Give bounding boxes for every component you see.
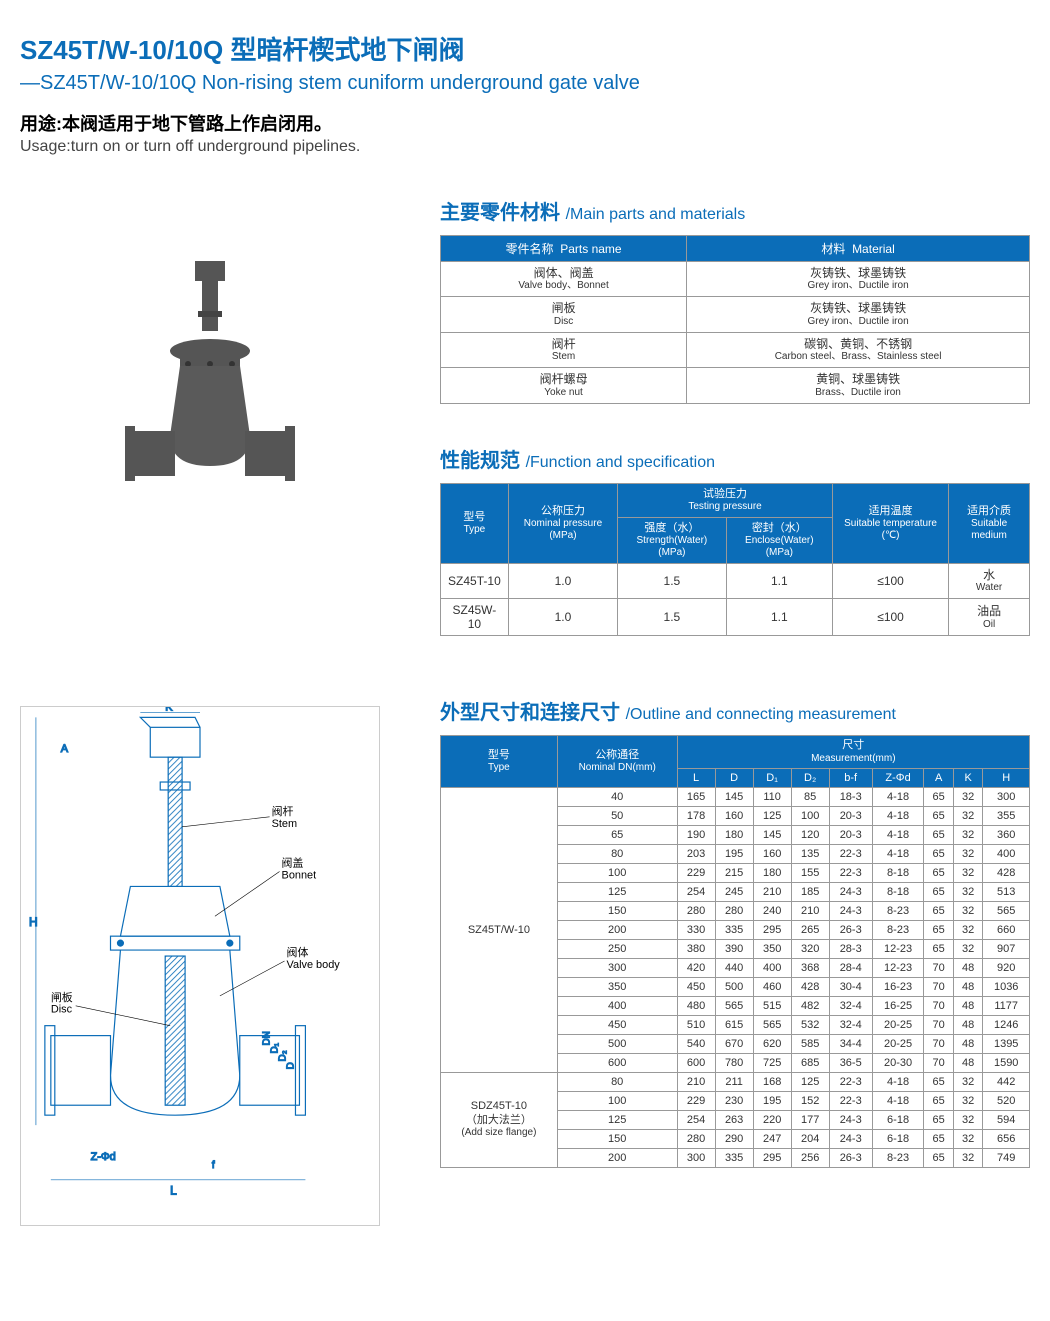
svg-text:Valve body: Valve body xyxy=(287,959,341,971)
dim-col: Z-Φd xyxy=(872,768,924,787)
dimensions-table: 型号Type 公称通径Nominal DN(mm) 尺寸Measurement(… xyxy=(440,735,1030,1167)
dims-title-en: /Outline and connecting measurement xyxy=(626,706,896,723)
page-title: SZ45T/W-10/10Q 型暗杆楔式地下闸阀 xyxy=(20,30,1030,67)
spec-table: 型号Type 公称压力Nominal pressure (MPa) 试验压力Te… xyxy=(440,483,1030,637)
dim-col: L xyxy=(677,768,715,787)
svg-text:阀体: 阀体 xyxy=(287,945,309,959)
table-row: SDZ45T-10（加大法兰）(Add size flange)80210211… xyxy=(441,1072,1030,1091)
table-row: SZ45W-101.01.51.1≤100油品Oil xyxy=(441,599,1030,636)
spec-col-test: 试验压力Testing pressure xyxy=(618,483,833,517)
parts-title-zh: 主要零件材料 xyxy=(440,202,560,224)
dim-col: A xyxy=(924,768,954,787)
spec-title-zh: 性能规范 xyxy=(440,450,520,472)
part-name: 阀体、阀盖Valve body、Bonnet xyxy=(441,262,687,297)
valve-diagram: H K A L Z-Φd f DN D₁ D₂ D 阀杆 Stem 阀盖 Bo xyxy=(20,706,380,1226)
part-material: 灰铸铁、球墨铸铁Grey iron、Ductile iron xyxy=(687,297,1030,332)
parts-title: 主要零件材料 /Main parts and materials xyxy=(440,196,1030,225)
spec-col-medium: 适用介质Suitable medium xyxy=(949,483,1030,563)
page-subtitle: —SZ45T/W-10/10Q Non-rising stem cuniform… xyxy=(20,72,1030,95)
svg-text:Z-Φd: Z-Φd xyxy=(91,1151,116,1163)
usage-zh: 用途:本阀适用于地下管路上作启闭用。 xyxy=(20,110,1030,136)
part-name: 阀杆螺母Yoke nut xyxy=(441,368,687,403)
svg-text:K: K xyxy=(165,706,173,713)
parts-col-name: 零件名称 Parts name xyxy=(441,236,687,262)
dim-col: D xyxy=(715,768,753,787)
spec-title-en: /Function and specification xyxy=(526,454,715,471)
parts-col-material: 材料 Material xyxy=(687,236,1030,262)
svg-text:阀盖: 阀盖 xyxy=(282,856,304,870)
table-row: 阀杆螺母Yoke nut 黄铜、球墨铸铁Brass、Ductile iron xyxy=(441,368,1030,403)
spec-col-seal: 密封（水）Enclose(Water) (MPa) xyxy=(726,517,832,563)
svg-text:A: A xyxy=(61,744,69,756)
svg-text:H: H xyxy=(29,916,38,930)
table-row: SZ45T-101.01.51.1≤100水Water xyxy=(441,563,1030,598)
dim-col: K xyxy=(953,768,983,787)
spec-col-nominal: 公称压力Nominal pressure (MPa) xyxy=(508,483,617,563)
svg-text:闸板: 闸板 xyxy=(51,990,73,1004)
dims-title-zh: 外型尺寸和连接尺寸 xyxy=(440,702,620,724)
dim-col-meas: 尺寸Measurement(mm) xyxy=(677,736,1029,768)
spec-title: 性能规范 /Function and specification xyxy=(440,444,1030,473)
svg-text:阀杆: 阀杆 xyxy=(272,804,294,818)
part-name: 闸板Disc xyxy=(441,297,687,332)
part-name: 阀杆Stem xyxy=(441,332,687,367)
usage-en: Usage:turn on or turn off underground pi… xyxy=(20,138,1030,156)
table-row: 闸板Disc 灰铸铁、球墨铸铁Grey iron、Ductile iron xyxy=(441,297,1030,332)
table-row: SZ45T/W-10401651451108518-34-186532300 xyxy=(441,787,1030,806)
dim-col: b-f xyxy=(829,768,872,787)
part-material: 灰铸铁、球墨铸铁Grey iron、Ductile iron xyxy=(687,262,1030,297)
svg-text:D₂: D₂ xyxy=(278,1051,289,1062)
svg-text:Bonnet: Bonnet xyxy=(282,870,317,882)
dims-title: 外型尺寸和连接尺寸 /Outline and connecting measur… xyxy=(440,696,1030,725)
table-row: 阀杆Stem 碳钢、黄铜、不锈钢Carbon steel、Brass、Stain… xyxy=(441,332,1030,367)
part-material: 碳钢、黄铜、不锈钢Carbon steel、Brass、Stainless st… xyxy=(687,332,1030,367)
dim-col: D₂ xyxy=(791,768,829,787)
dim-type-cell: SDZ45T-10（加大法兰）(Add size flange) xyxy=(441,1072,558,1167)
part-material: 黄铜、球墨铸铁Brass、Ductile iron xyxy=(687,368,1030,403)
dim-col: H xyxy=(983,768,1030,787)
dim-col-type: 型号Type xyxy=(441,736,558,787)
parts-table: 零件名称 Parts name 材料 Material 阀体、阀盖Valve b… xyxy=(440,235,1030,404)
spec-col-type: 型号Type xyxy=(441,483,509,563)
svg-text:L: L xyxy=(170,1184,177,1198)
svg-text:D: D xyxy=(285,1063,296,1070)
table-row: 阀体、阀盖Valve body、Bonnet 灰铸铁、球墨铸铁Grey iron… xyxy=(441,262,1030,297)
dim-type-cell: SZ45T/W-10 xyxy=(441,787,558,1072)
spec-col-temp: 适用温度Suitable temperature (℃) xyxy=(832,483,948,563)
svg-text:Disc: Disc xyxy=(51,1004,73,1016)
dim-col: D₁ xyxy=(753,768,791,787)
valve-photo xyxy=(70,216,350,576)
parts-title-en: /Main parts and materials xyxy=(566,206,746,223)
svg-text:Stem: Stem xyxy=(272,818,298,830)
dim-col-dn: 公称通径Nominal DN(mm) xyxy=(557,736,677,787)
spec-col-strength: 强度（水）Strength(Water) (MPa) xyxy=(618,517,727,563)
svg-text:f: f xyxy=(212,1160,215,1171)
